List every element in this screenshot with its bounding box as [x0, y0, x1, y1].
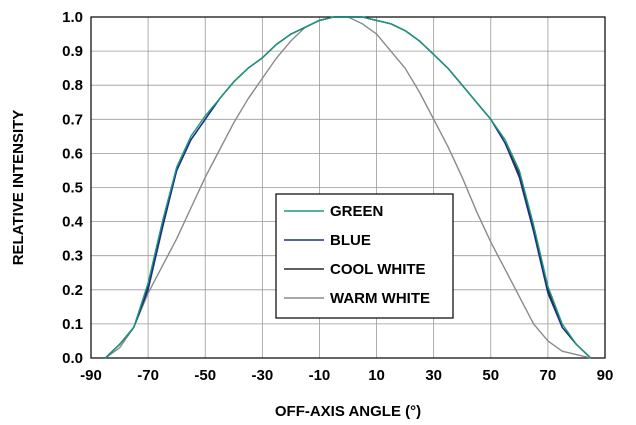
y-tick-label: 0.8 [62, 77, 83, 94]
legend-items: GREEN BLUE COOL WHITE WARM WHITE [284, 203, 430, 307]
y-tick-label: 0.3 [62, 248, 83, 265]
x-tick-label: 30 [425, 367, 442, 384]
x-tick-label: -70 [137, 367, 159, 384]
y-tick-label: 0.5 [62, 180, 83, 197]
y-tick-label: 0.2 [62, 282, 83, 299]
y-tick-label: 1.0 [62, 9, 83, 26]
x-tick-label: 70 [540, 367, 557, 384]
legend-label: GREEN [330, 203, 383, 220]
legend-label: COOL WHITE [330, 261, 426, 278]
x-tick-label: -90 [80, 367, 102, 384]
x-tick-labels: -90 -70 -50 -30 -10 10 30 50 70 90 [80, 367, 613, 384]
legend-label: BLUE [330, 232, 371, 249]
y-tick-label: 0.0 [62, 350, 83, 367]
y-tick-label: 0.9 [62, 43, 83, 60]
y-axis-title: RELATIVE INTENSITY [10, 110, 27, 266]
x-tick-label: -10 [309, 367, 331, 384]
series-line-green [104, 16, 592, 359]
y-tick-label: 0.1 [62, 316, 83, 333]
y-tick-label: 0.7 [62, 111, 83, 128]
legend: GREEN BLUE COOL WHITE WARM WHITE [275, 193, 454, 319]
y-tick-labels: 0.0 0.1 0.2 0.3 0.4 0.5 0.6 0.7 0.8 0.9 1.0 [62, 9, 84, 367]
x-tick-label: 10 [368, 367, 385, 384]
series-lines [104, 16, 592, 359]
x-tick-label: 90 [597, 367, 614, 384]
y-tick-label: 0.4 [62, 214, 84, 231]
legend-label: WARM WHITE [330, 290, 430, 307]
x-tick-label: 50 [482, 367, 499, 384]
x-axis-title: OFF-AXIS ANGLE (°) [275, 403, 421, 420]
x-tick-label: -30 [251, 367, 273, 384]
y-tick-label: 0.6 [62, 145, 83, 162]
x-tick-label: -50 [194, 367, 216, 384]
